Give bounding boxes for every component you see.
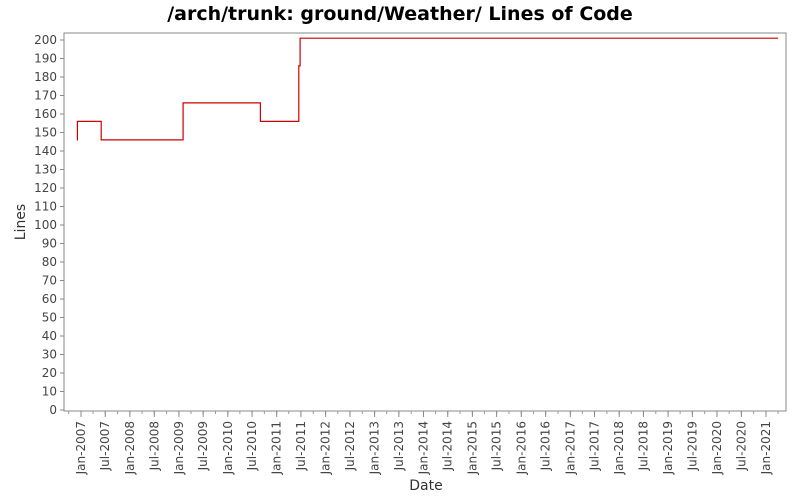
x-tick-label: Jan-2020: [710, 421, 724, 475]
chart-title: /arch/trunk: ground/Weather/ Lines of Co…: [167, 3, 633, 25]
x-tick-label: Jan-2011: [270, 421, 284, 475]
y-tick-label: 10: [42, 385, 57, 399]
x-tick-label: Jul-2015: [490, 421, 504, 471]
y-tick-label: 80: [42, 255, 57, 269]
x-tick-label: Jul-2009: [196, 421, 210, 471]
x-tick-label: Jul-2019: [685, 421, 699, 471]
x-tick-label: Jan-2014: [417, 421, 431, 475]
x-tick-label: Jul-2007: [98, 421, 112, 471]
x-tick-label: Jan-2009: [172, 421, 186, 475]
y-tick-label: 0: [49, 403, 57, 417]
x-tick-label: Jan-2019: [661, 421, 675, 475]
y-tick-label: 50: [42, 311, 57, 325]
x-tick-label: Jan-2021: [759, 421, 773, 475]
x-tick-label: Jan-2013: [368, 421, 382, 475]
x-tick-label: Jul-2012: [343, 421, 357, 471]
y-tick-label: 180: [34, 70, 57, 84]
x-tick-label: Jul-2008: [147, 421, 161, 471]
x-axis: Jan-2007 Jul-2007 Jan-2008 Jul-2008 Jan-2009…: [68, 411, 779, 475]
x-tick-label: Jan-2012: [319, 421, 333, 475]
y-tick-label: 120: [34, 181, 57, 195]
x-tick-label: Jan-2015: [465, 421, 479, 475]
y-tick-label: 110: [34, 200, 57, 214]
x-tick-label: Jul-2017: [588, 421, 602, 471]
y-tick-label: 90: [42, 237, 57, 251]
x-tick-label: Jul-2020: [734, 421, 748, 471]
x-tick-label: Jan-2017: [563, 421, 577, 475]
y-axis: 0 10 20 30 40 50 60 70 80 90 100 110 120 130 140 150 160…: [34, 33, 64, 417]
x-tick-label: Jan-2016: [514, 421, 528, 475]
x-axis-label: Date: [409, 478, 442, 494]
y-tick-label: 190: [34, 52, 57, 66]
y-tick-label: 20: [42, 366, 57, 380]
y-tick-label: 130: [34, 163, 57, 177]
x-tick-label: Jul-2010: [245, 421, 259, 471]
x-tick-label: Jul-2011: [294, 421, 308, 471]
series-group: [76, 37, 779, 141]
x-tick-label: Jul-2018: [636, 421, 650, 471]
x-tick-label: Jul-2014: [441, 421, 455, 471]
y-tick-label: 100: [34, 218, 57, 232]
y-axis-label: Lines: [13, 204, 29, 240]
series-line: [76, 37, 779, 141]
y-tick-label: 60: [42, 292, 57, 306]
y-tick-label: 140: [34, 144, 57, 158]
x-tick-label: Jan-2008: [123, 421, 137, 475]
x-tick-label: Jan-2007: [74, 421, 88, 475]
y-tick-label: 170: [34, 89, 57, 103]
y-tick-label: 30: [42, 348, 57, 362]
y-tick-label: 200: [34, 33, 57, 47]
x-tick-label: Jul-2013: [392, 421, 406, 471]
x-tick-label: Jan-2010: [221, 421, 235, 475]
x-tick-label: Jul-2016: [539, 421, 553, 471]
plot-area: [63, 32, 787, 412]
y-tick-label: 70: [42, 274, 57, 288]
y-tick-label: 150: [34, 126, 57, 140]
y-tick-label: 160: [34, 107, 57, 121]
x-tick-label: Jan-2018: [612, 421, 626, 475]
y-tick-label: 40: [42, 329, 57, 343]
